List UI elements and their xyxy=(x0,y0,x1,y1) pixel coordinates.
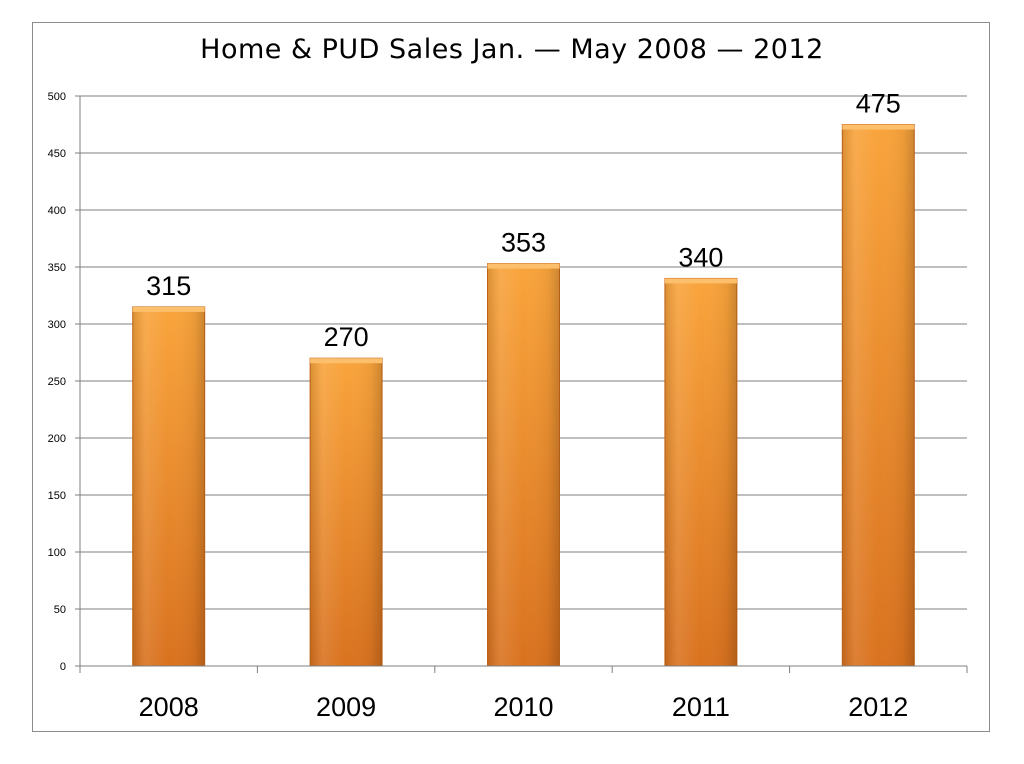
data-label: 270 xyxy=(324,322,369,352)
data-labels: 315 270 353 340 475 xyxy=(146,89,901,353)
bar-top-highlight xyxy=(132,306,205,312)
bar-shading xyxy=(842,124,915,666)
bar-top-highlight xyxy=(487,263,560,269)
y-tick-label: 0 xyxy=(60,661,66,673)
y-tick-label: 250 xyxy=(48,376,66,388)
bar-top-highlight xyxy=(664,278,737,284)
bar-2010 xyxy=(487,263,560,667)
bar-shading xyxy=(310,358,383,666)
y-tick-label: 150 xyxy=(48,490,66,502)
x-tick-label: 2010 xyxy=(493,692,553,722)
y-tick-label: 200 xyxy=(48,433,66,445)
bar-top-highlight xyxy=(310,358,383,364)
bar-2009 xyxy=(309,357,383,667)
x-tick-label: 2009 xyxy=(316,692,376,722)
y-tick-label: 100 xyxy=(48,547,66,559)
data-label: 340 xyxy=(678,242,723,272)
y-axis: 0 50 100 150 200 250 300 350 400 450 500 xyxy=(48,91,81,673)
x-tick-label: 2008 xyxy=(139,692,199,722)
bar-2012 xyxy=(841,124,915,667)
bar-shading xyxy=(664,278,737,666)
x-axis: 2008 2009 2010 2011 2012 xyxy=(79,665,968,722)
chart-title: Home & PUD Sales Jan. — May 2008 — 2012 xyxy=(200,34,824,65)
bar-shading xyxy=(132,306,205,666)
bars xyxy=(132,124,915,667)
x-tick-label: 2012 xyxy=(848,692,908,722)
bar-2011 xyxy=(664,277,738,667)
data-label: 315 xyxy=(146,271,191,301)
x-tick-label: 2011 xyxy=(672,692,730,722)
y-tick-label: 400 xyxy=(48,205,66,217)
bar-shading xyxy=(487,263,560,666)
y-tick-label: 450 xyxy=(48,148,66,160)
data-label: 353 xyxy=(501,228,546,258)
y-tick-label: 50 xyxy=(54,604,66,616)
bar-top-highlight xyxy=(842,124,915,130)
y-tick-label: 350 xyxy=(48,262,66,274)
data-label: 475 xyxy=(856,89,901,119)
y-tick-label: 500 xyxy=(48,91,66,103)
y-tick-label: 300 xyxy=(48,319,66,331)
bar-2008 xyxy=(132,306,206,667)
